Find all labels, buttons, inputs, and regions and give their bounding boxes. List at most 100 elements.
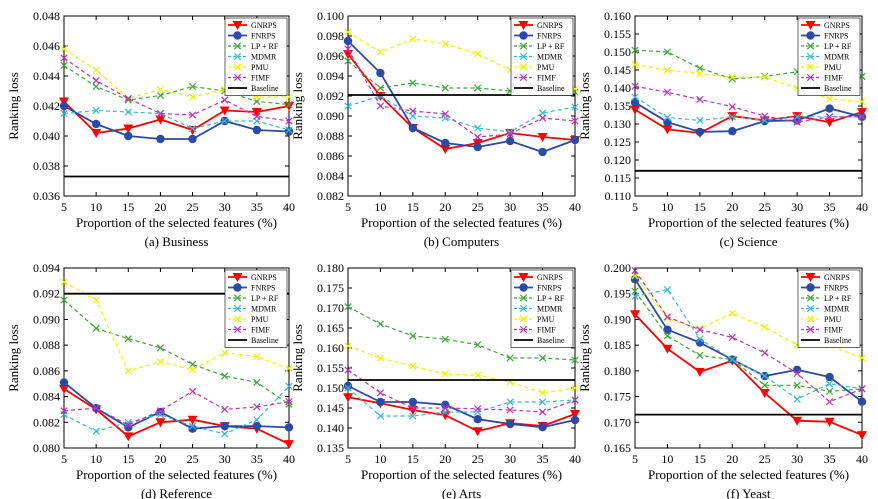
x-tick-label: 10 xyxy=(374,200,386,214)
y-tick-label: 0.090 xyxy=(317,109,344,123)
series-fimf xyxy=(631,82,866,126)
legend-label: FNRPS xyxy=(824,32,848,41)
legend-label: GNRPS xyxy=(824,21,850,30)
y-tick-label: 0.115 xyxy=(604,171,631,185)
y-tick-label: 0.086 xyxy=(317,149,344,163)
y-tick-label: 0.082 xyxy=(317,189,344,203)
y-tick-label: 0.094 xyxy=(33,261,60,275)
legend-label: PMU xyxy=(537,63,555,72)
fimf-marker xyxy=(441,110,449,118)
fimf-marker xyxy=(221,96,229,104)
x-tick-label: 35 xyxy=(537,200,549,214)
fnrps-marker xyxy=(376,68,385,78)
fnrps-marker xyxy=(376,397,385,407)
series-line-gnrps xyxy=(63,100,290,134)
fnrps-marker xyxy=(91,119,101,129)
y-tick-label: 0.038 xyxy=(33,159,60,173)
series-line-fnrps xyxy=(63,105,290,140)
mdmr-marker xyxy=(696,116,704,125)
legend-label: PMU xyxy=(251,63,269,72)
mdmr-marker xyxy=(728,355,736,364)
mdmr-marker xyxy=(728,113,736,121)
pmu-marker xyxy=(825,95,834,103)
x-axis-label: Proportion of the selected features (%) xyxy=(648,215,849,230)
mdmr-marker xyxy=(124,108,132,116)
panel-caption: (f) Yeast xyxy=(726,486,770,499)
y-tick-label: 0.140 xyxy=(317,421,344,435)
x-tick-label: 35 xyxy=(824,200,836,214)
gnrps-marker xyxy=(570,410,580,419)
fimf-marker xyxy=(506,406,514,414)
fnrps-marker xyxy=(695,127,705,137)
lp-rf-marker xyxy=(188,82,197,91)
series-line-gnrps xyxy=(634,313,863,436)
fnrps-marker xyxy=(663,325,672,334)
series-line-mdmr xyxy=(63,109,290,131)
x-tick-label: 35 xyxy=(537,452,549,466)
lp-rf-marker xyxy=(506,354,514,362)
gnrps-marker xyxy=(857,431,867,441)
legend-label: FNRPS xyxy=(824,284,848,293)
y-tick-label: 0.088 xyxy=(317,129,344,143)
series-line-lp-rf xyxy=(347,306,576,361)
x-tick-label: 20 xyxy=(726,200,738,214)
y-tick-label: 0.165 xyxy=(604,441,631,455)
y-tick-label: 0.125 xyxy=(604,135,631,149)
lp-rf-marker xyxy=(696,351,704,360)
series-lp-rf xyxy=(60,61,293,109)
legend-label: PMU xyxy=(537,315,555,324)
fimf-marker xyxy=(344,366,352,374)
x-tick-label: 20 xyxy=(154,452,166,466)
mdmr-marker xyxy=(188,124,197,133)
fnrps-marker xyxy=(505,419,515,429)
fimf-marker xyxy=(696,95,704,104)
mdmr-marker xyxy=(631,292,639,300)
lp-rf-marker xyxy=(538,354,547,362)
legend-label: FIMF xyxy=(824,326,843,335)
legend-label: Baseline xyxy=(251,84,279,93)
pmu-marker xyxy=(344,342,352,350)
mdmr-marker xyxy=(571,103,579,111)
pmu-marker xyxy=(538,389,547,397)
x-tick-label: 5 xyxy=(345,452,351,466)
fimf-marker xyxy=(761,349,769,357)
pmu-marker xyxy=(441,370,449,378)
gnrps-marker xyxy=(824,417,835,427)
fnrps-marker xyxy=(233,31,242,40)
x-tick-label: 15 xyxy=(407,452,419,466)
legend-label: GNRPS xyxy=(537,21,563,30)
pmu-marker xyxy=(188,93,197,101)
fnrps-marker xyxy=(441,400,450,409)
legend-label: LP + RF xyxy=(824,42,852,51)
mdmr-marker xyxy=(663,113,672,122)
y-tick-label: 0.084 xyxy=(317,169,344,183)
series-mdmr xyxy=(344,384,579,420)
mdmr-marker xyxy=(409,412,417,420)
y-tick-label: 0.042 xyxy=(33,99,60,113)
fimf-marker xyxy=(253,112,261,121)
fimf-marker xyxy=(474,405,482,413)
mdmr-marker xyxy=(233,52,242,61)
fimf-marker xyxy=(806,325,815,334)
pmu-marker xyxy=(519,315,528,323)
fimf-marker xyxy=(233,325,242,334)
lp-rf-marker xyxy=(409,332,417,340)
y-tick-label: 0.145 xyxy=(317,401,344,415)
x-tick-label: 20 xyxy=(439,452,451,466)
fimf-marker xyxy=(124,421,132,429)
x-tick-label: 15 xyxy=(122,200,134,214)
fimf-marker xyxy=(728,333,736,342)
lp-rf-marker xyxy=(221,372,229,380)
series-mdmr xyxy=(60,106,293,134)
fnrps-marker xyxy=(519,283,528,292)
y-tick-label: 0.170 xyxy=(604,415,631,429)
gnrps-marker xyxy=(232,21,243,30)
series-line-fnrps xyxy=(347,385,576,429)
lp-rf-marker xyxy=(519,42,528,50)
x-tick-label: 20 xyxy=(726,452,738,466)
fnrps-marker xyxy=(538,423,547,432)
fnrps-marker xyxy=(825,104,834,113)
gnrps-marker xyxy=(440,145,451,154)
